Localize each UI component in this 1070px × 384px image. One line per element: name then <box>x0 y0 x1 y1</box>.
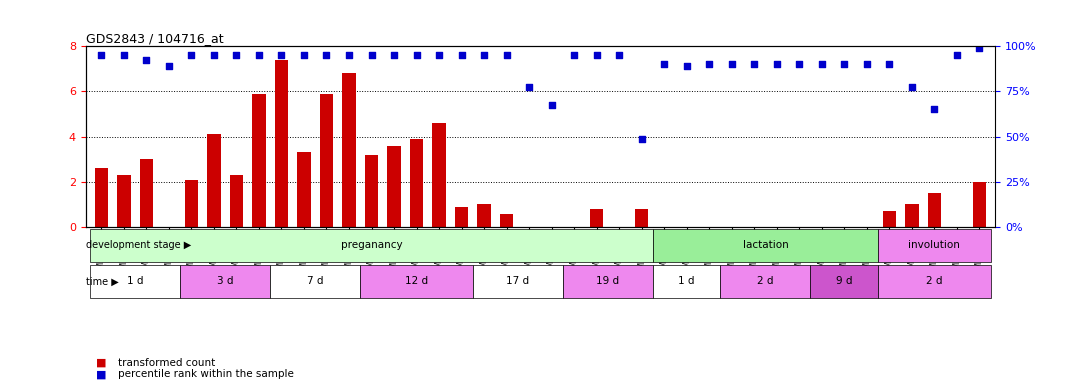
Bar <box>275 60 288 227</box>
Point <box>588 52 606 58</box>
Bar <box>635 209 648 227</box>
Point <box>970 45 988 51</box>
Bar <box>365 155 379 227</box>
Point <box>858 61 875 67</box>
Bar <box>455 207 469 227</box>
Bar <box>342 73 355 227</box>
Point <box>520 84 537 90</box>
Point <box>903 84 920 90</box>
Point <box>138 56 155 63</box>
Point <box>475 52 492 58</box>
Bar <box>208 134 220 227</box>
Point <box>183 52 200 58</box>
Bar <box>477 205 491 227</box>
Point <box>768 61 785 67</box>
Bar <box>883 211 896 227</box>
Bar <box>185 180 198 227</box>
Point <box>160 63 178 70</box>
Bar <box>905 205 918 227</box>
Point <box>318 52 335 58</box>
Point <box>385 52 402 58</box>
Point <box>926 106 943 113</box>
Text: 2 d: 2 d <box>926 276 943 286</box>
Point <box>116 52 133 58</box>
Bar <box>387 146 401 227</box>
Bar <box>928 193 942 227</box>
Point <box>295 52 312 58</box>
Bar <box>117 175 131 227</box>
Point <box>340 52 357 58</box>
Text: 3 d: 3 d <box>217 276 233 286</box>
Text: ■: ■ <box>96 358 107 368</box>
Point <box>791 61 808 67</box>
Point <box>836 61 853 67</box>
Point <box>544 102 561 108</box>
Text: 12 d: 12 d <box>404 276 428 286</box>
Bar <box>139 159 153 227</box>
Point <box>656 61 673 67</box>
Point <box>228 52 245 58</box>
FancyBboxPatch shape <box>271 265 361 298</box>
Point <box>408 52 425 58</box>
Text: 1 d: 1 d <box>127 276 143 286</box>
Text: involution: involution <box>908 240 960 250</box>
Point <box>205 52 223 58</box>
Bar <box>230 175 243 227</box>
Text: transformed count: transformed count <box>118 358 215 368</box>
Bar <box>297 152 310 227</box>
FancyBboxPatch shape <box>653 265 720 298</box>
Point <box>273 52 290 58</box>
FancyBboxPatch shape <box>878 229 991 262</box>
FancyBboxPatch shape <box>180 265 271 298</box>
Point <box>633 136 651 142</box>
Point <box>881 61 898 67</box>
FancyBboxPatch shape <box>90 229 653 262</box>
FancyBboxPatch shape <box>90 265 180 298</box>
Bar <box>432 123 446 227</box>
Text: lactation: lactation <box>743 240 789 250</box>
Point <box>498 52 515 58</box>
Text: 2 d: 2 d <box>758 276 774 286</box>
Bar <box>410 139 424 227</box>
Point <box>363 52 380 58</box>
Point <box>430 52 447 58</box>
Text: development stage ▶: development stage ▶ <box>86 240 192 250</box>
Point <box>678 63 696 70</box>
FancyBboxPatch shape <box>720 265 810 298</box>
Point <box>453 52 470 58</box>
FancyBboxPatch shape <box>878 265 991 298</box>
Point <box>723 61 740 67</box>
Point <box>948 52 965 58</box>
FancyBboxPatch shape <box>563 265 653 298</box>
FancyBboxPatch shape <box>361 265 473 298</box>
Bar <box>590 209 603 227</box>
Point <box>566 52 583 58</box>
Text: 17 d: 17 d <box>506 276 530 286</box>
Text: preganancy: preganancy <box>340 240 402 250</box>
Bar <box>253 94 265 227</box>
Bar <box>320 94 333 227</box>
FancyBboxPatch shape <box>653 229 878 262</box>
Text: percentile rank within the sample: percentile rank within the sample <box>118 369 293 379</box>
Text: time ▶: time ▶ <box>86 276 119 286</box>
Text: 7 d: 7 d <box>307 276 323 286</box>
Point <box>250 52 268 58</box>
Text: 19 d: 19 d <box>596 276 620 286</box>
Text: GDS2843 / 104716_at: GDS2843 / 104716_at <box>86 32 224 45</box>
Point <box>93 52 110 58</box>
FancyBboxPatch shape <box>473 265 563 298</box>
Bar <box>973 182 987 227</box>
Bar <box>94 168 108 227</box>
FancyBboxPatch shape <box>810 265 878 298</box>
Text: 9 d: 9 d <box>836 276 853 286</box>
Text: ■: ■ <box>96 369 107 379</box>
Point <box>813 61 830 67</box>
Point <box>611 52 628 58</box>
Point <box>746 61 763 67</box>
Text: 1 d: 1 d <box>678 276 694 286</box>
Point <box>701 61 718 67</box>
Bar <box>500 214 514 227</box>
